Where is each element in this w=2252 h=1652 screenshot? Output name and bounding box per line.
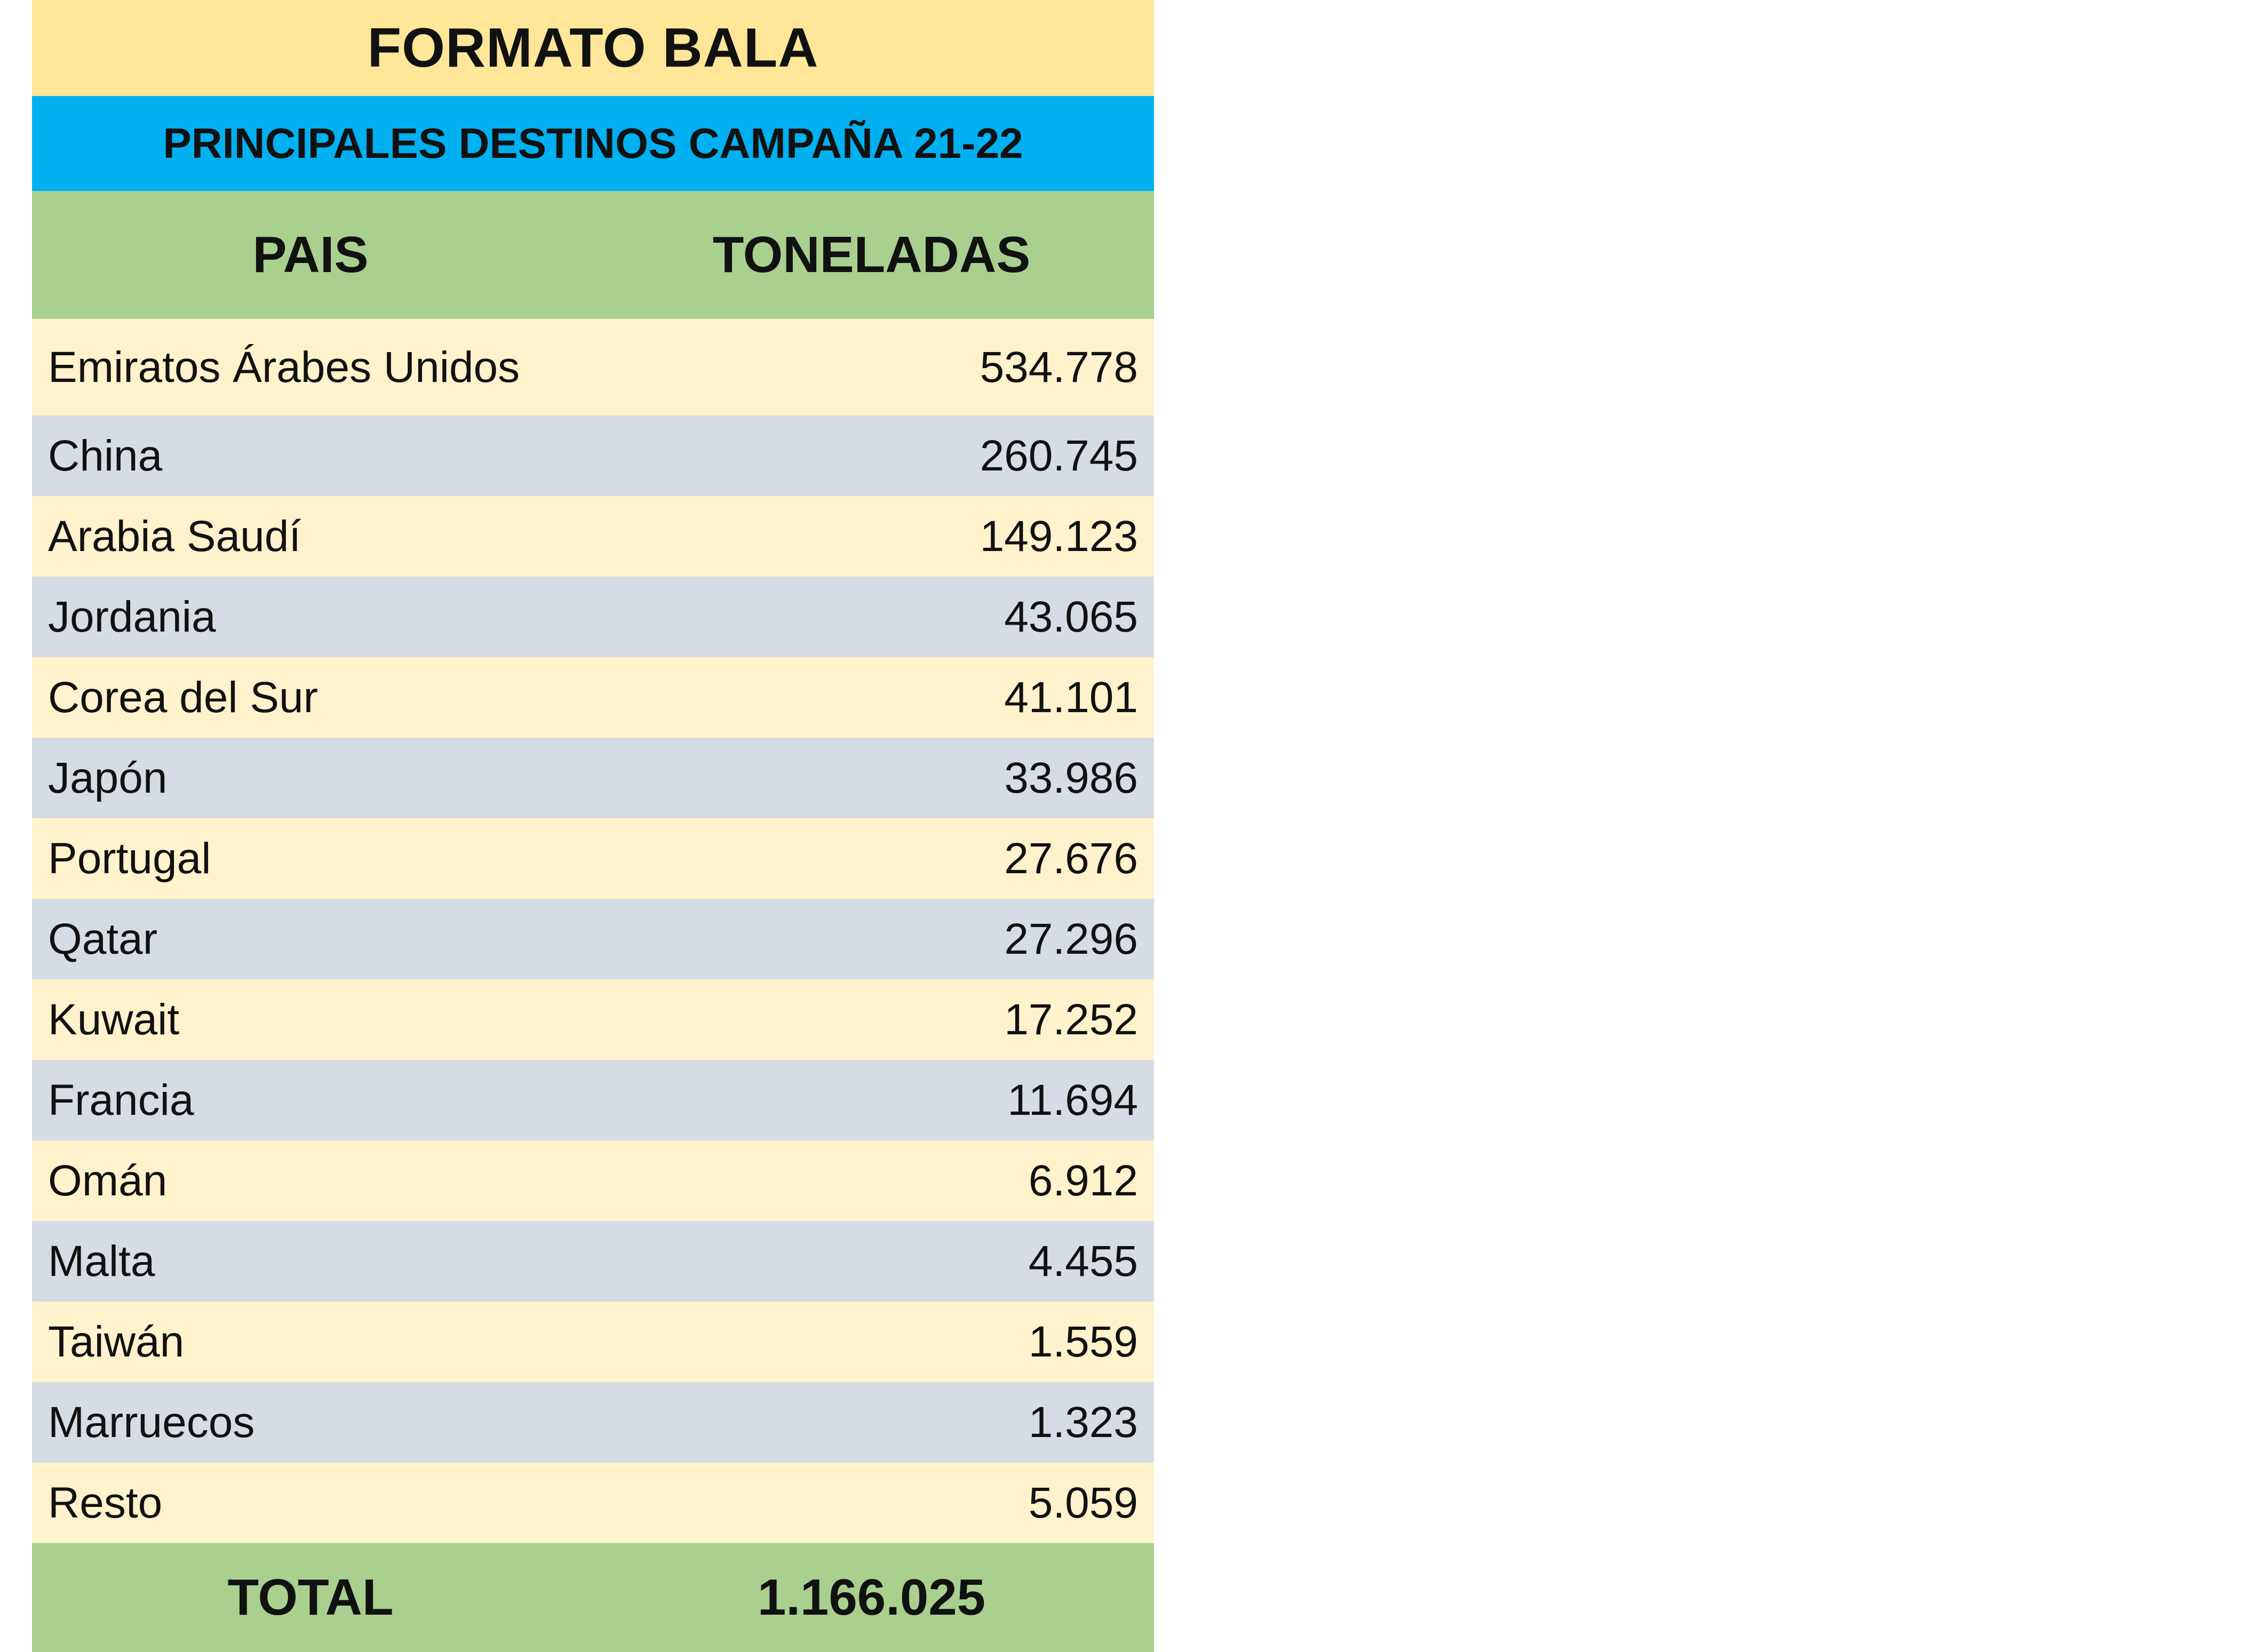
table-body: Emiratos Árabes Unidos 534.778 China 260… [32, 319, 1154, 1543]
tons-cell: 27.676 [1004, 834, 1138, 883]
table-row: Kuwait 17.252 [32, 979, 1154, 1060]
tons-cell: 534.778 [980, 342, 1138, 392]
tons-cell: 1.559 [1028, 1317, 1138, 1366]
table-row: Malta 4.455 [32, 1221, 1154, 1302]
country-cell: Taiwán [48, 1317, 185, 1366]
tons-cell: 33.986 [1004, 753, 1138, 802]
table-total-row: TOTAL 1.166.025 [32, 1543, 1154, 1652]
country-cell: Qatar [48, 914, 158, 963]
country-cell: Jordania [48, 592, 216, 641]
table-row: Qatar 27.296 [32, 899, 1154, 979]
country-cell: Resto [48, 1478, 163, 1527]
table-row: Francia 11.694 [32, 1060, 1154, 1140]
country-cell: Japón [48, 753, 168, 802]
table-row: Emiratos Árabes Unidos 534.778 [32, 319, 1154, 416]
tons-cell: 11.694 [1007, 1075, 1138, 1124]
table-row: Arabia Saudí 149.123 [32, 496, 1154, 577]
tons-cell: 27.296 [1004, 914, 1138, 963]
table-row: Corea del Sur 41.101 [32, 657, 1154, 738]
table-subtitle: PRINCIPALES DESTINOS CAMPAÑA 21-22 [32, 96, 1154, 191]
column-header-tons: TONELADAS [712, 226, 1031, 283]
table-title: FORMATO BALA [32, 0, 1154, 96]
table-row: Jordania 43.065 [32, 577, 1154, 657]
table-row: Omán 6.912 [32, 1140, 1154, 1221]
total-label: TOTAL [227, 1569, 394, 1626]
table-row: Marruecos 1.323 [32, 1382, 1154, 1463]
tons-cell: 43.065 [1004, 592, 1138, 641]
country-cell: Portugal [48, 834, 211, 883]
table-header: PAIS TONELADAS [32, 191, 1154, 319]
country-cell: Marruecos [48, 1398, 255, 1447]
table-row: Resto 5.059 [32, 1463, 1154, 1543]
tons-cell: 6.912 [1028, 1156, 1138, 1205]
country-cell: Francia [48, 1075, 194, 1124]
tons-cell: 260.745 [980, 431, 1138, 480]
country-cell: Malta [48, 1236, 155, 1286]
tons-cell: 41.101 [1004, 673, 1138, 722]
tons-cell: 4.455 [1028, 1236, 1138, 1286]
country-cell: Corea del Sur [48, 673, 318, 722]
country-cell: Arabia Saudí [48, 512, 301, 561]
table-row: China 260.745 [32, 416, 1154, 496]
table-row: Portugal 27.676 [32, 818, 1154, 899]
country-cell: Omán [48, 1156, 168, 1205]
tons-cell: 17.252 [1004, 995, 1138, 1044]
country-cell: Kuwait [48, 995, 180, 1044]
tons-cell: 1.323 [1028, 1398, 1138, 1447]
table-row: Taiwán 1.559 [32, 1302, 1154, 1382]
column-header-country: PAIS [252, 226, 369, 283]
total-value: 1.166.025 [757, 1569, 986, 1626]
exports-table: FORMATO BALA PRINCIPALES DESTINOS CAMPAÑ… [32, 0, 1154, 1652]
country-cell: Emiratos Árabes Unidos [48, 342, 520, 392]
table-row: Japón 33.986 [32, 738, 1154, 818]
tons-cell: 149.123 [980, 512, 1138, 561]
country-cell: China [48, 431, 163, 480]
tons-cell: 5.059 [1028, 1478, 1138, 1527]
